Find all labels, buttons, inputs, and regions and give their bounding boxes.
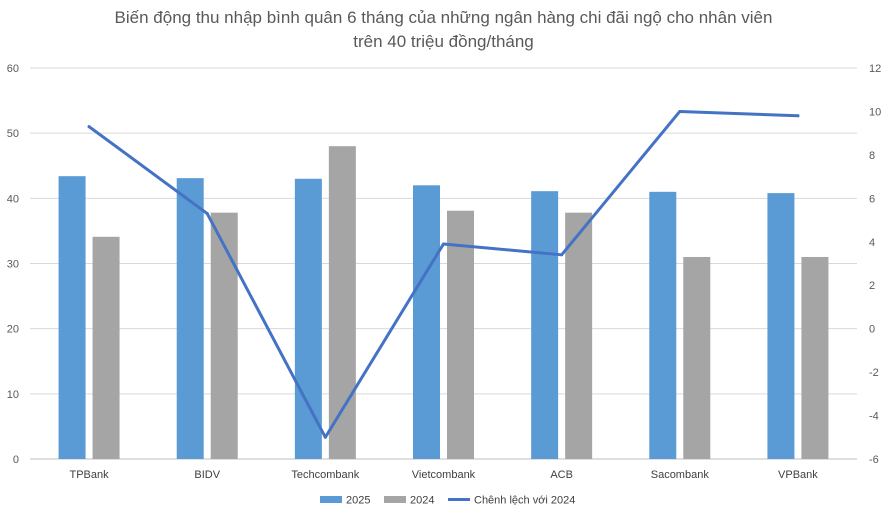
x-tick-label: VPBank [778, 469, 818, 481]
line-point [323, 435, 327, 439]
bar-2025 [649, 191, 677, 460]
bar-2024 [447, 210, 474, 459]
y-right-tick-label: -4 [869, 411, 879, 423]
bar-2024 [801, 256, 829, 459]
bar-2024 [210, 212, 238, 459]
y-right-tick-label: 8 [869, 150, 875, 162]
legend-swatch [320, 496, 342, 503]
legend-label: Chênh lệch với 2024 [474, 495, 575, 507]
y-left-tick-label: 50 [7, 128, 19, 140]
y-right-tick-label: 10 [869, 106, 881, 118]
bar-2025 [413, 185, 440, 460]
y-right-tick-label: -2 [869, 367, 879, 379]
x-tick-label: BIDV [194, 469, 220, 481]
y-right-tick-label: 4 [869, 237, 875, 249]
line-point [205, 212, 209, 216]
bar-2025 [767, 193, 795, 459]
x-tick-label: ACB [550, 469, 573, 481]
bar-2025 [294, 178, 322, 460]
chart-title-line-1: Biến động thu nhập bình quân 6 tháng của… [114, 8, 773, 27]
y-left-tick-label: 40 [7, 193, 19, 205]
x-tick-label: Sacombank [651, 469, 710, 481]
y-right-tick-label: 0 [869, 324, 875, 336]
x-tick-label: Vietcombank [412, 469, 476, 481]
y-left-tick-label: 30 [7, 259, 19, 271]
y-left-tick-label: 0 [13, 454, 19, 466]
y-right-tick-label: 12 [869, 63, 881, 75]
bar-2024 [92, 236, 120, 459]
bar-2025 [58, 176, 86, 459]
bar-2025 [176, 178, 204, 460]
y-left-tick-label: 10 [7, 389, 19, 401]
line-point [796, 114, 800, 118]
x-tick-label: Techcombank [291, 469, 359, 481]
legend-label: 2025 [346, 495, 370, 507]
bar-2024 [683, 256, 711, 459]
chart-title-line-2: trên 40 triệu đồng/tháng [353, 32, 534, 51]
line-point [560, 253, 564, 257]
x-tick-label: TPBank [70, 469, 110, 481]
y-left-tick-label: 20 [7, 324, 19, 336]
legend-swatch [384, 496, 406, 503]
y-right-tick-label: -6 [869, 454, 879, 466]
legend-label: 2024 [410, 495, 434, 507]
line-point [678, 109, 682, 113]
y-left-tick-label: 60 [7, 63, 19, 75]
line-point [87, 125, 91, 129]
line-point [442, 242, 445, 246]
bar-2025 [531, 191, 559, 460]
y-right-tick-label: 6 [869, 193, 875, 205]
y-right-tick-label: 2 [869, 280, 875, 292]
bar-2024 [565, 212, 593, 459]
